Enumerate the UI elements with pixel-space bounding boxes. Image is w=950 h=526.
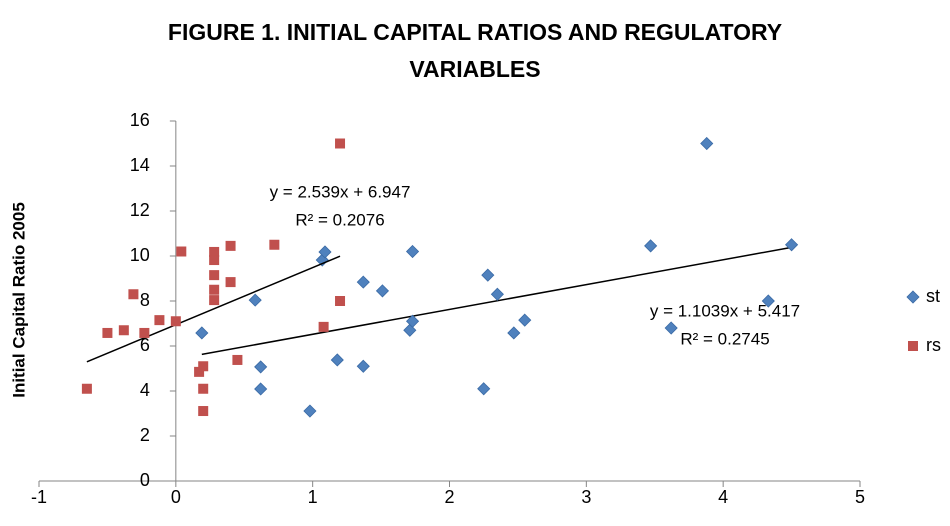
x-tick-label: 4	[718, 487, 728, 507]
point	[477, 382, 491, 396]
trendline-r2: R² = 0.2745	[680, 329, 769, 348]
point	[318, 245, 332, 259]
trendline-equation: y = 2.539x + 6.947	[270, 182, 411, 201]
x-tick-label: 3	[581, 487, 591, 507]
x-tick-label: 2	[444, 487, 454, 507]
point	[209, 295, 220, 306]
point	[254, 382, 268, 396]
point	[176, 246, 187, 257]
point	[209, 246, 220, 257]
y-tick-label: 2	[140, 425, 150, 445]
point	[102, 327, 113, 338]
point	[303, 404, 317, 418]
point	[209, 255, 220, 266]
point	[507, 326, 521, 340]
point	[405, 314, 420, 328]
point	[225, 277, 236, 288]
y-tick-label: 16	[130, 110, 150, 130]
trendline	[201, 246, 792, 356]
point	[209, 270, 220, 281]
point	[335, 296, 346, 306]
point	[664, 321, 678, 335]
x-tick-label: 1	[308, 487, 318, 507]
point	[118, 325, 129, 336]
y-tick-label: 0	[140, 470, 150, 490]
point	[644, 239, 658, 253]
x-tick-label: 5	[855, 487, 865, 507]
y-tick-label: 14	[130, 155, 150, 175]
y-axis-title: Initial Capital Ratio 2005	[9, 202, 28, 398]
legend-label: rs	[926, 335, 941, 355]
y-tick-label: 6	[140, 335, 150, 355]
point	[194, 366, 205, 377]
point	[269, 239, 280, 250]
point	[170, 316, 181, 327]
point	[198, 406, 209, 417]
legend-marker	[906, 290, 920, 304]
y-tick-label: 4	[140, 380, 150, 400]
point	[128, 289, 139, 300]
legend-marker	[908, 341, 918, 351]
trendline-equation: y = 1.1039x + 5.417	[650, 301, 800, 320]
point	[195, 326, 209, 340]
point	[81, 383, 92, 394]
point	[356, 275, 370, 289]
point	[198, 361, 209, 372]
trendline	[86, 255, 341, 363]
point	[335, 138, 346, 149]
point	[198, 383, 209, 394]
point	[700, 136, 714, 151]
point	[481, 268, 495, 282]
point	[405, 244, 420, 259]
chart-title: FIGURE 1. INITIAL CAPITAL RATIOS AND REG…	[167, 19, 783, 82]
point	[318, 321, 329, 332]
y-tick-label: 8	[140, 290, 150, 310]
point	[232, 354, 243, 365]
y-tick-label: 12	[130, 200, 150, 220]
point	[139, 327, 150, 338]
point	[209, 284, 220, 295]
point	[330, 353, 344, 367]
trendline-r2: R² = 0.2076	[295, 210, 384, 229]
y-tick-label: 10	[130, 245, 150, 265]
point	[490, 287, 504, 301]
point	[375, 284, 390, 298]
point	[248, 293, 262, 307]
point	[518, 313, 532, 327]
point	[254, 360, 268, 374]
point	[785, 238, 799, 252]
x-tick-label: 0	[171, 487, 181, 507]
point	[154, 315, 165, 326]
x-tick-label: -1	[31, 487, 47, 507]
point	[225, 240, 236, 251]
point	[761, 294, 775, 308]
point	[356, 359, 370, 373]
legend-label: st	[926, 286, 940, 306]
